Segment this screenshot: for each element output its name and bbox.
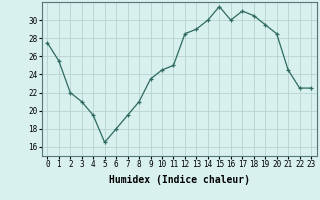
X-axis label: Humidex (Indice chaleur): Humidex (Indice chaleur) (109, 175, 250, 185)
